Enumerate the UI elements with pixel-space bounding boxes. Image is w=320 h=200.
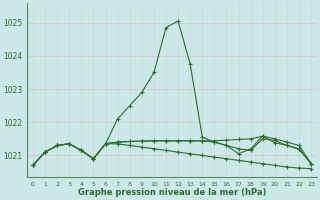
X-axis label: Graphe pression niveau de la mer (hPa): Graphe pression niveau de la mer (hPa): [78, 188, 266, 197]
